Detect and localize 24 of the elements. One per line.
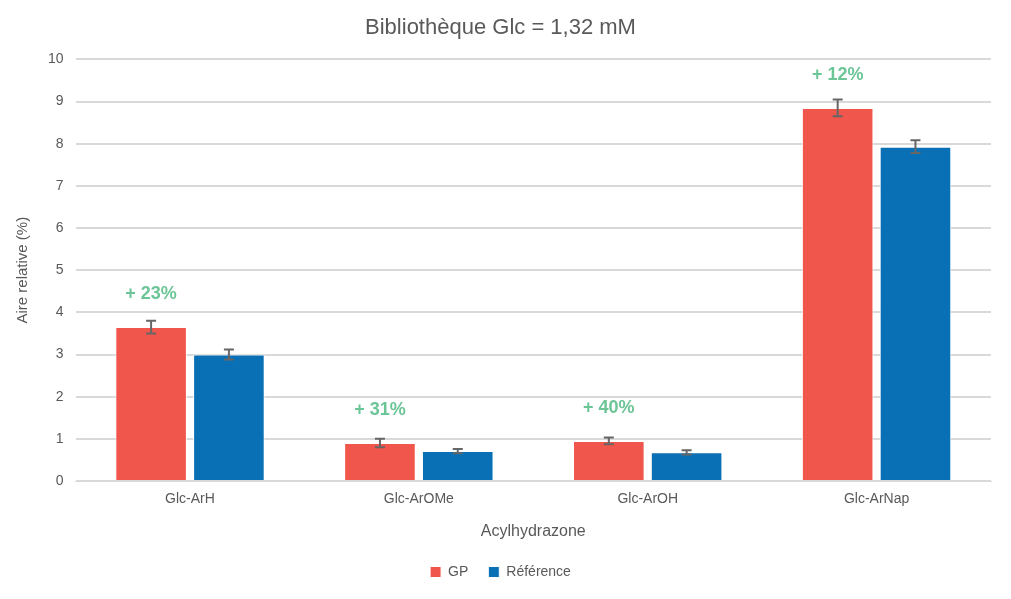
y-tick-label: 3 (55, 345, 64, 362)
y-tick-label: 0 (55, 471, 64, 488)
y-tick-label: 8 (55, 134, 64, 151)
y-tick-label: 7 (55, 176, 64, 193)
x-tick-label: Glc-ArOH (617, 490, 679, 507)
y-tick-label: 1 (55, 429, 64, 446)
x-tick-label: Glc-ArOMe (383, 490, 455, 507)
annotation: + 31% (354, 399, 406, 420)
annotation: + 23% (125, 283, 177, 304)
y-tick-label: 2 (55, 387, 64, 404)
legend-label: GP (448, 562, 469, 579)
y-tick-label: 6 (55, 218, 64, 235)
y-axis-title: Aire relative (%) (13, 216, 31, 324)
y-tick-label: 5 (55, 261, 64, 278)
annotation: + 12% (811, 63, 864, 84)
x-tick-label: Glc-ArNap (843, 490, 910, 507)
legend-label: Référence (506, 562, 572, 579)
x-tick-label: Glc-ArH (165, 490, 215, 507)
chart-title: Bibliothèque Glc = 1,32 mM (365, 14, 636, 40)
y-tick-label: 9 (55, 92, 64, 109)
y-tick-label: 4 (55, 303, 64, 320)
x-axis-title: Acylhydrazone (480, 521, 586, 539)
annotation: + 40% (583, 396, 635, 417)
y-tick-label: 10 (47, 50, 64, 67)
